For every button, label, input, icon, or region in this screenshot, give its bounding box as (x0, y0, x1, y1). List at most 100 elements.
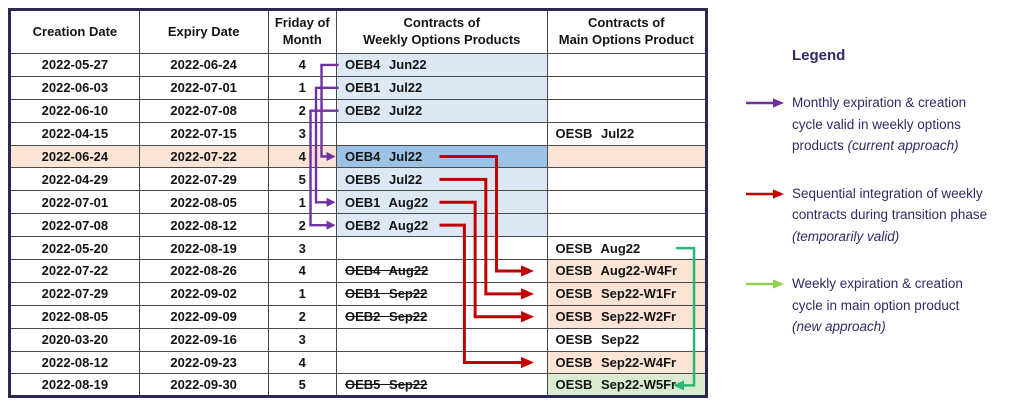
column-header: Expiry Date (138, 9, 269, 54)
weekly-contract-cell: OEB4 Jun22 (336, 53, 548, 77)
main-contract-cell (546, 53, 708, 77)
weekly-contract-cell (336, 350, 548, 375)
expiry-date-cell: 2022-09-23 (138, 350, 269, 375)
table-row: 2022-06-03 2022-07-01 1 OEB1 Jul22 (9, 75, 708, 100)
main-contract-cell (546, 190, 708, 215)
expiry-date-cell: 2022-08-19 (138, 236, 269, 261)
expiry-date-cell: 2022-09-16 (138, 327, 269, 352)
friday-of-month-cell: 2 (267, 213, 338, 238)
expiry-date-cell: 2022-09-02 (138, 281, 269, 306)
table-row: 2022-07-29 2022-09-02 1 OEB1 Sep22 OESB Sep2… (9, 281, 708, 306)
purple-arrow-icon (746, 98, 784, 108)
weekly-contract-cell: OEB2 Sep22 (336, 304, 548, 329)
friday-of-month-cell: 3 (267, 327, 338, 352)
creation-date-cell: 2020-03-20 (9, 327, 140, 352)
friday-of-month-cell: 5 (267, 167, 338, 192)
expiry-date-cell: 2022-07-08 (138, 98, 269, 123)
main-contract-cell: OESB Jul22 (546, 121, 708, 146)
expiry-date-cell: 2022-09-09 (138, 304, 269, 329)
table-row: 2022-08-19 2022-09-30 5 OEB5 Sep22 OESB Sep2… (9, 373, 708, 398)
friday-of-month-cell: 4 (267, 259, 338, 283)
main-contract-cell: OESB Aug22 (546, 236, 708, 261)
friday-of-month-cell: 4 (267, 144, 338, 169)
table-row: 2022-06-10 2022-07-08 2 OEB2 Jul22 (9, 98, 708, 123)
main-contract-cell: OESB Sep22-W4Fr (546, 350, 708, 375)
main-contract-cell: OESB Sep22 (546, 327, 708, 352)
weekly-contract-cell: OEB2 Jul22 (336, 98, 548, 123)
friday-of-month-cell: 5 (267, 373, 338, 398)
friday-of-month-cell: 1 (267, 190, 338, 215)
expiry-date-cell: 2022-09-30 (138, 373, 269, 398)
weekly-contract-cell (336, 327, 548, 352)
expiry-date-cell: 2022-07-15 (138, 121, 269, 146)
weekly-contract-cell: OEB4 Aug22 (336, 259, 548, 283)
legend: Legend Monthly expiration & creation cycl… (745, 46, 1021, 338)
weekly-contract-cell: OEB5 Sep22 (336, 373, 548, 398)
expiry-date-cell: 2022-07-22 (138, 144, 269, 169)
table-row: 2022-05-20 2022-08-19 3 OESB Aug22 (9, 236, 708, 261)
friday-of-month-cell: 3 (267, 236, 338, 261)
legend-item-text: Sequential integration of weekly contract… (792, 185, 988, 244)
legend-item-text: Monthly expiration & creation cycle valid… (792, 95, 967, 153)
main-contract-cell: OESB Aug22-W4Fr (546, 259, 708, 283)
creation-date-cell: 2022-08-19 (9, 373, 140, 398)
main-contract-cell (546, 213, 708, 238)
creation-date-cell: 2022-06-24 (9, 144, 140, 169)
expiry-date-cell: 2022-07-01 (138, 75, 269, 100)
creation-date-cell: 2022-08-12 (9, 350, 140, 375)
weekly-contract-cell: OEB4 Jul22 (336, 144, 548, 169)
weekly-contract-cell (336, 121, 548, 146)
creation-date-cell: 2022-06-03 (9, 75, 140, 100)
main-contract-cell: OESB Sep22-W5Fr (546, 373, 708, 398)
main-contract-cell (546, 144, 708, 169)
table-row: 2022-05-27 2022-06-24 4 OEB4 Jun22 (9, 53, 708, 77)
creation-date-cell: 2022-04-29 (9, 167, 140, 192)
table-row: 2022-07-01 2022-08-05 1 OEB1 Aug22 (9, 190, 708, 215)
weekly-contract-cell (336, 236, 548, 261)
legend-item-text: Weekly expiration & creation cycle in mai… (792, 276, 963, 334)
creation-date-cell: 2022-07-01 (9, 190, 140, 215)
table-row: 2022-06-24 2022-07-22 4 OEB4 Jul22 (9, 144, 708, 169)
friday-of-month-cell: 2 (267, 304, 338, 329)
expiry-date-cell: 2022-06-24 (138, 53, 269, 77)
column-header: Friday of Month (267, 9, 338, 54)
friday-of-month-cell: 3 (267, 121, 338, 146)
friday-of-month-cell: 2 (267, 98, 338, 123)
legend-item: Monthly expiration & creation cycle valid… (745, 92, 1021, 157)
friday-of-month-cell: 4 (267, 53, 338, 77)
weekly-contract-cell: OEB2 Aug22 (336, 213, 548, 238)
legend-title: Legend (792, 47, 846, 64)
table-row: 2022-07-22 2022-08-26 4 OEB4 Aug22 OESB Aug2… (9, 259, 708, 283)
creation-date-cell: 2022-07-08 (9, 213, 140, 238)
column-header: Contracts of Main Options Product (546, 9, 708, 54)
friday-of-month-cell: 1 (267, 75, 338, 100)
weekly-contract-cell: OEB1 Sep22 (336, 281, 548, 306)
table-row: 2022-04-29 2022-07-29 5 OEB5 Jul22 (9, 167, 708, 192)
weekly-contract-cell: OEB5 Jul22 (336, 167, 548, 192)
weekly-contract-cell: OEB1 Aug22 (336, 190, 548, 215)
table-header-row: Creation Date Expiry Date Friday of Month Co… (9, 9, 708, 54)
legend-item: Sequential integration of weekly contract… (745, 183, 1021, 248)
table-row: 2020-03-20 2022-09-16 3 OESB Sep22 (9, 327, 708, 352)
legend-item: Weekly expiration & creation cycle in mai… (745, 273, 1021, 338)
contracts-table: Creation Date Expiry Date Friday of Month Co… (8, 8, 708, 399)
creation-date-cell: 2022-07-22 (9, 259, 140, 283)
main-contract-cell: OESB Sep22-W1Fr (546, 281, 708, 306)
expiry-date-cell: 2022-08-26 (138, 259, 269, 283)
main-contract-cell: OESB Sep22-W2Fr (546, 304, 708, 329)
green-arrow-icon (746, 279, 784, 289)
table-row: 2022-04-15 2022-07-15 3 OESB Jul22 (9, 121, 708, 146)
column-header: Contracts of Weekly Options Products (336, 9, 548, 54)
creation-date-cell: 2022-05-20 (9, 236, 140, 261)
expiry-date-cell: 2022-08-12 (138, 213, 269, 238)
main-contract-cell (546, 167, 708, 192)
weekly-contract-cell: OEB1 Jul22 (336, 75, 548, 100)
creation-date-cell: 2022-05-27 (9, 53, 140, 77)
creation-date-cell: 2022-06-10 (9, 98, 140, 123)
main-contract-cell (546, 75, 708, 100)
friday-of-month-cell: 4 (267, 350, 338, 375)
expiry-date-cell: 2022-08-05 (138, 190, 269, 215)
table-row: 2022-07-08 2022-08-12 2 OEB2 Aug22 (9, 213, 708, 238)
table-row: 2022-08-12 2022-09-23 4 OESB Sep22-W4Fr (9, 350, 708, 375)
